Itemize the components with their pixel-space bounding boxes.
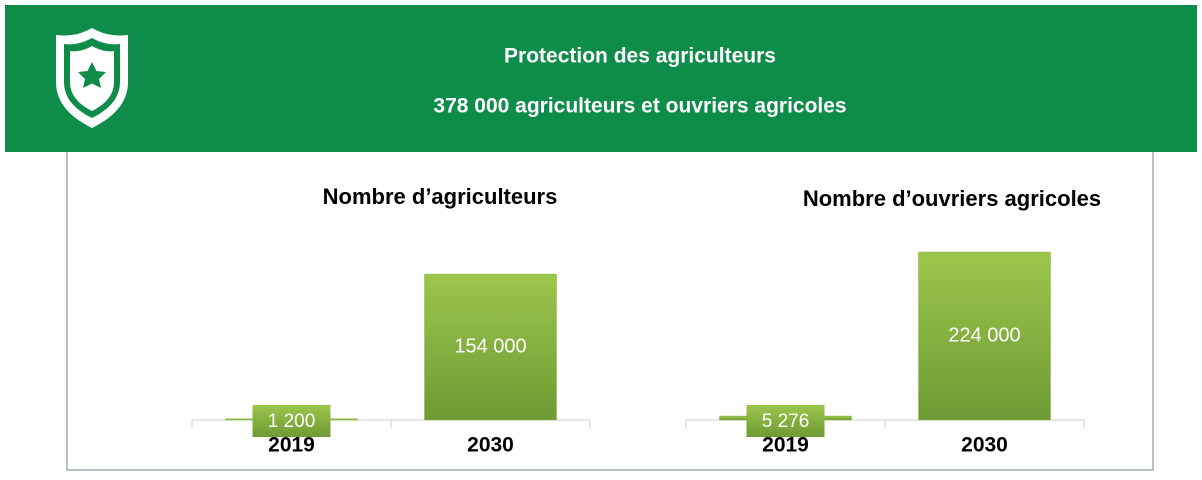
value-label-box <box>252 405 331 437</box>
header-band <box>5 5 1197 152</box>
shield-icon <box>56 28 128 128</box>
chart-title: Nombre d’agriculteurs <box>323 184 558 209</box>
bar <box>918 251 1051 421</box>
x-tick-label: 2030 <box>467 434 514 457</box>
x-tick-label: 2019 <box>762 434 809 457</box>
panel-border <box>66 152 1154 471</box>
header-subtitle: 378 000 agriculteurs et ouvriers agricol… <box>433 95 846 118</box>
chart-title: Nombre d’ouvriers agricoles <box>803 186 1101 211</box>
value-label-box <box>746 405 825 437</box>
x-tick-label: 2019 <box>268 434 315 457</box>
bar <box>424 273 557 421</box>
x-tick-label: 2030 <box>961 434 1008 457</box>
value-label: 154 000 <box>454 335 526 357</box>
header-title: Protection des agriculteurs <box>504 45 776 68</box>
value-label: 224 000 <box>948 324 1020 346</box>
value-label: 1 200 <box>268 411 316 432</box>
value-label: 5 276 <box>762 411 810 432</box>
